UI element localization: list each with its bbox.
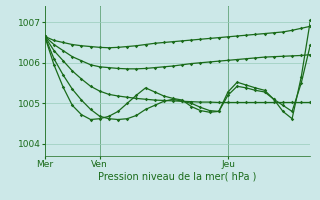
X-axis label: Pression niveau de la mer( hPa ): Pression niveau de la mer( hPa ): [99, 172, 257, 182]
